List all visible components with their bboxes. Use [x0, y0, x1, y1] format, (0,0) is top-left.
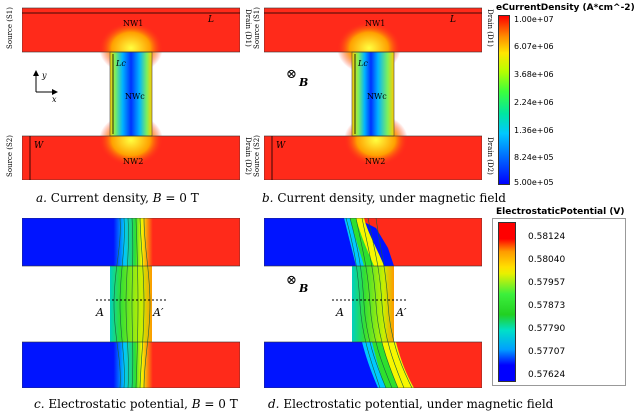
legend-potential-tick: 0.58124	[528, 232, 566, 242]
legend-current-tick: 2.24e+06	[514, 98, 554, 107]
legend-potential-colorbar	[498, 222, 516, 382]
legend-current-tick: 1.00e+07	[514, 15, 554, 24]
nw2-label: NW2	[365, 157, 385, 166]
legend-current-tick: 5.00e+05	[514, 178, 554, 187]
L-label: L	[449, 15, 456, 25]
B-label: B	[298, 76, 308, 89]
caption-b: b. Current density, under magnetic field	[262, 191, 506, 205]
caption-a: a. Current density, B = 0 T	[36, 191, 199, 205]
B_symbol-label: ⊗	[286, 273, 297, 288]
drain-d1-label-b: Drain (D1)	[486, 9, 494, 47]
nwc-potential	[110, 266, 152, 342]
source-s2-label-b: Source (S2)	[253, 135, 261, 177]
caption-d: d. Electrostatic potential, under magnet…	[268, 397, 554, 411]
legend-potential-tick: 0.57624	[528, 370, 566, 380]
legend-current-tick: 6.07e+06	[514, 42, 554, 51]
nwc-label: NWc	[367, 92, 387, 101]
legend-potential-tick: 0.58040	[528, 255, 566, 265]
A-label: A	[335, 306, 344, 319]
Lc-label: Lc	[357, 59, 368, 68]
legend-current-tick: 3.68e+06	[514, 70, 554, 79]
nw2-label: NW2	[123, 157, 143, 166]
nw1-label: NW1	[123, 19, 143, 28]
legend-potential-tick: 0.57957	[528, 278, 566, 288]
nwc-label: NWc	[125, 92, 145, 101]
panel-b-drawing: NW1 NW2 NWc L Lc W ⊗ B	[264, 7, 482, 180]
x-label: x	[52, 95, 57, 104]
source-s1-label-b: Source (S1)	[253, 7, 261, 49]
axes-icon: y x	[33, 70, 58, 104]
b-field-symbol: ⊗	[286, 67, 297, 82]
legend-current-title: eCurrentDensity (A*cm^-2)	[496, 3, 635, 13]
equipotential-lines	[113, 218, 151, 388]
lc-label: Lc	[115, 59, 126, 68]
W-label: W	[276, 141, 286, 151]
nwc-channel	[110, 52, 152, 136]
legend-potential-tick: 0.57707	[528, 347, 566, 357]
nw2-potential	[22, 342, 240, 388]
legend-potential-tick: 0.57790	[528, 324, 566, 334]
y-label: y	[41, 71, 47, 80]
A_prime-label: A′	[395, 306, 407, 319]
caption-c: c. Electrostatic potential, B = 0 T	[34, 397, 238, 411]
nw1-label: NW1	[365, 19, 385, 28]
source-s2-label-a: Source (S2)	[6, 135, 14, 177]
B-label: B	[298, 282, 308, 295]
legend-current-colorbar	[498, 15, 510, 185]
panel-c-drawing: A A′	[22, 218, 240, 388]
source-s1-label-a: Source (S1)	[6, 7, 14, 49]
legend-current-tick: 1.36e+06	[514, 126, 554, 135]
legend-current-tick: 8.24e+05	[514, 153, 554, 162]
A_prime-label: A′	[152, 306, 164, 319]
legend-potential-title: ElectrostaticPotential (V)	[496, 207, 625, 217]
length-label: L	[207, 15, 214, 25]
panel-d-drawing: A A′ ⊗ B	[264, 218, 482, 388]
nw1-potential	[22, 218, 240, 266]
panel-a-drawing: NW1 NW2 NWc L Lc W y x	[22, 7, 240, 180]
width-label: W	[34, 141, 44, 151]
A-label: A	[95, 306, 104, 319]
legend-potential-tick: 0.57873	[528, 301, 566, 311]
legend-potential-frame	[492, 218, 626, 386]
drain-d2-label-b: Drain (D2)	[486, 137, 494, 175]
